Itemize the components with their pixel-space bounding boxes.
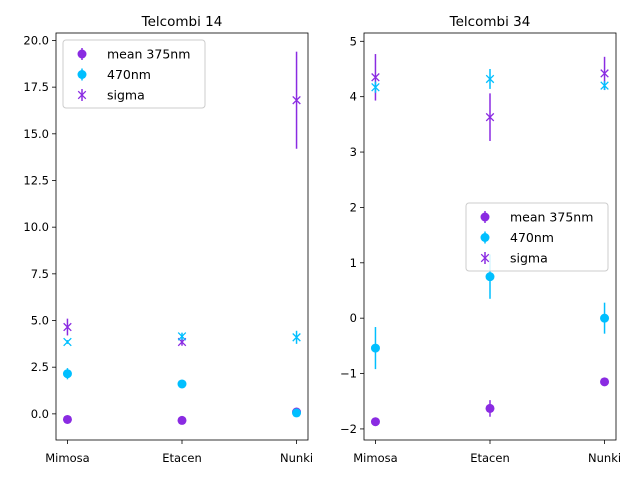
y-tick-label: 20.0 [23,33,49,47]
data-point [63,322,72,332]
data-point-stroke-b [600,69,609,78]
legend-marker [77,70,87,79]
data-point-stroke-b [177,332,187,341]
y-tick-label: 3 [350,145,357,159]
y-tick-label: 5.0 [31,314,49,328]
x-tick-label: Nunki [280,451,313,465]
legend-marker [480,212,490,222]
y-tick-label: 10.0 [23,220,49,234]
data-point [485,403,495,413]
data-point [371,73,380,82]
data-point [485,112,495,122]
data-point-stroke-b [600,81,609,90]
legend-marker [480,233,490,242]
data-point [292,408,302,418]
axes-frame [55,32,309,441]
legend-frame [465,202,609,272]
legend-label: mean 375nm [107,47,190,62]
panel-1: Telcombi 14 0.0 2.5 5.0 7.5 10.0 12.5 15.0 17.5 2… [23,14,313,465]
y-tick-label: 5 [350,34,357,48]
legend-marker [77,90,87,100]
y-tick-label: 2 [350,200,357,214]
legend-frame [62,39,206,109]
legend: mean 375nm 470nm sigma [62,39,206,109]
legend-marker-stroke-b [77,90,87,100]
legend-label: sigma [107,88,145,103]
data-point-stroke-b [292,95,301,105]
y-tick-label: 0 [350,311,357,325]
y-tick-label: 4 [350,90,357,104]
y-tick-label: 0.0 [31,407,49,421]
x-tick-label: Nunki [588,451,621,465]
y-tick-label: 15.0 [23,127,49,141]
data-point [600,313,610,323]
x-tick-label: Mimosa [353,451,397,465]
panel-2: Telcombi 34 −2 −1 0 1 2 3 4 5 Mimosa Etacen Nunki me… [340,14,621,465]
series-sigma [371,54,609,141]
series-mean-375nm [370,377,610,427]
data-point [62,369,72,379]
legend-label: mean 375nm [510,210,593,225]
data-point [600,377,610,387]
data-point [177,415,187,425]
data-point [485,74,495,84]
series-sigma [63,51,301,347]
data-point-stroke-b [63,322,72,332]
legend-marker [77,49,87,59]
legend-marker [480,253,490,263]
axes-frame [363,32,617,441]
y-tick-label: 17.5 [23,80,49,94]
legend-label: sigma [510,251,548,266]
data-point-stroke-b [371,73,380,82]
data-point [485,272,495,282]
data-point [292,333,301,342]
data-point [62,414,72,424]
data-point [370,343,380,353]
data-point [600,69,609,78]
x-tick-label: Etacen [162,451,202,465]
legend: mean 375nm 470nm sigma [465,202,609,272]
y-tick-label: 7.5 [31,267,49,281]
data-point [371,83,380,92]
series-470nm [62,368,302,418]
series-unnamed-3 [371,68,609,93]
data-point-stroke-b [63,337,72,347]
series-mean-375nm [62,407,302,425]
y-tick-label: 2.5 [31,360,49,374]
series-unnamed-3 [63,330,301,347]
legend-label: 470nm [107,67,151,82]
series-470nm [370,254,610,370]
legend-label: 470nm [510,230,554,245]
data-point [292,95,301,105]
data-point-stroke-b [292,333,301,342]
data-point [177,379,187,389]
x-tick-label: Etacen [470,451,510,465]
legend-marker-stroke-b [480,253,490,263]
data-point-stroke-b [485,112,495,122]
y-tick-label: −1 [340,367,357,381]
data-point [370,417,380,427]
y-tick-label: −2 [340,422,357,436]
chart-title: Telcombi 34 [449,14,531,30]
data-point-stroke-b [485,74,495,84]
y-tick-label: 12.5 [23,173,49,187]
data-point [600,81,609,90]
data-point [63,337,72,347]
x-tick-label: Mimosa [45,451,89,465]
data-point [177,332,187,341]
chart-title: Telcombi 14 [141,14,223,30]
y-tick-label: 1 [350,256,357,270]
data-point-stroke-b [371,83,380,92]
